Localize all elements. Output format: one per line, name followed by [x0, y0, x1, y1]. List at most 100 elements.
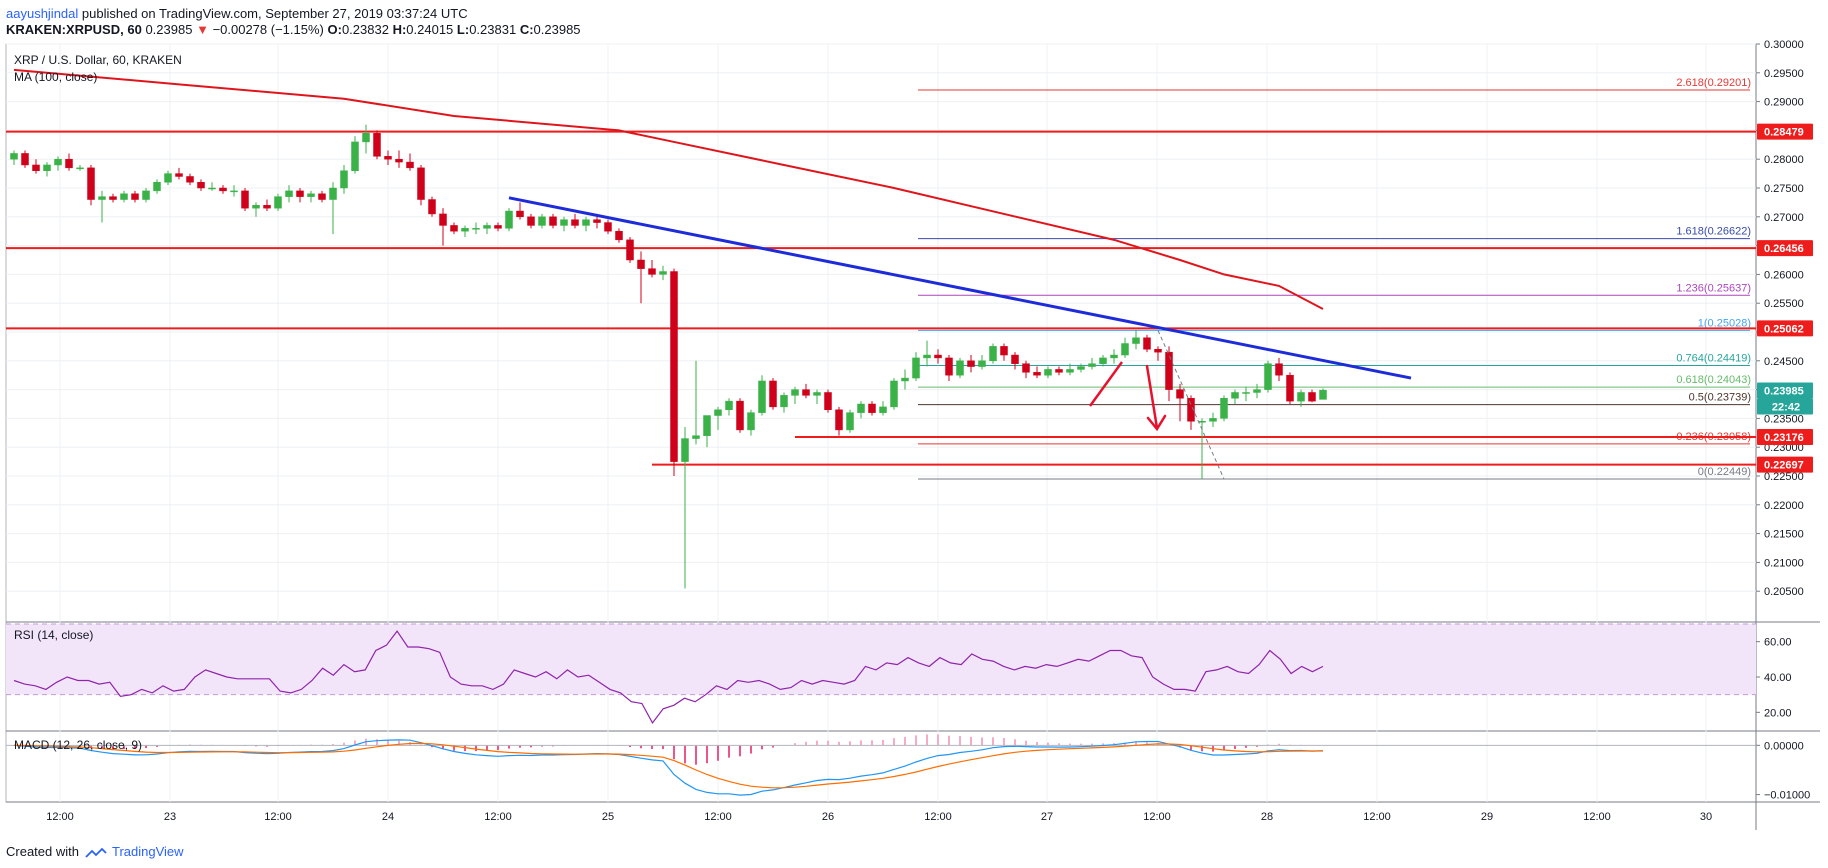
- candle-body: [890, 380, 898, 408]
- candle-body: [978, 360, 986, 367]
- price-label-tag: [1757, 429, 1813, 446]
- footer: Created with TradingView: [6, 844, 184, 859]
- y-tick-label: 0.26000: [1764, 269, 1804, 281]
- countdown-tag: [1757, 398, 1813, 415]
- candle-body: [21, 153, 29, 166]
- candle-body: [1143, 337, 1151, 350]
- candle-body: [1176, 389, 1184, 399]
- x-tick-label: 24: [382, 811, 394, 823]
- downside-arrow-icon: [1145, 364, 1167, 432]
- candle-body: [395, 158, 403, 163]
- candle-body: [175, 173, 183, 177]
- candle-body: [494, 225, 502, 229]
- candle-body: [1033, 372, 1041, 376]
- rsi-legend: RSI (14, close): [14, 628, 93, 642]
- candle-body: [593, 219, 601, 223]
- candle-body: [197, 181, 205, 189]
- candle-body: [505, 210, 513, 229]
- candle-body: [934, 354, 942, 359]
- price-label-value: 0.25062: [1764, 323, 1804, 335]
- candle-body: [571, 219, 579, 226]
- candle-body: [384, 156, 392, 160]
- candle-body: [351, 141, 359, 171]
- candle-body: [153, 181, 161, 192]
- candle-body: [54, 158, 62, 166]
- author-link[interactable]: aayushjindal: [6, 6, 79, 21]
- low-label: L:: [456, 22, 470, 37]
- fib-level-label: 0.618(0.24043): [1676, 374, 1751, 386]
- x-tick-label: 12:00: [704, 811, 732, 823]
- break-attempt-arrow-icon: [1088, 361, 1124, 407]
- x-tick-label: 27: [1041, 811, 1053, 823]
- rsi-y-tick-label: 20.00: [1764, 707, 1792, 719]
- candle-body: [142, 190, 150, 200]
- ma100-line: [13, 68, 1324, 310]
- candle-body: [10, 153, 18, 160]
- candle-body: [549, 216, 557, 226]
- fib-level-label: 2.618(0.29201): [1676, 77, 1751, 89]
- candle-body: [637, 259, 645, 269]
- candle-body: [252, 205, 260, 209]
- candle-body: [1264, 363, 1272, 390]
- candle-body: [703, 415, 711, 436]
- candle-body: [340, 170, 348, 189]
- tradingview-brand[interactable]: TradingView: [112, 844, 184, 859]
- candle-body: [1099, 357, 1107, 364]
- candle-body: [1132, 337, 1140, 344]
- candle-body: [373, 133, 381, 157]
- price-label-value: 0.22697: [1764, 460, 1804, 472]
- candle-body: [1297, 392, 1305, 402]
- candle-body: [428, 199, 436, 215]
- candle-body: [263, 205, 271, 209]
- candle-body: [274, 196, 282, 209]
- candle-body: [945, 357, 953, 376]
- high-value: 0.24015: [406, 22, 454, 37]
- y-tick-label: 0.29500: [1764, 68, 1804, 80]
- candle-body: [1220, 397, 1228, 419]
- countdown-value: 22:42: [1772, 401, 1800, 413]
- price-label-tag: [1757, 240, 1813, 257]
- created-with-text: Created with: [6, 844, 79, 859]
- symbol-label: KRAKEN:XRPUSD, 60: [6, 22, 142, 37]
- candle-body: [868, 403, 876, 413]
- candle-body: [923, 354, 931, 359]
- rsi-y-tick-label: 60.00: [1764, 637, 1792, 649]
- y-tick-label: 0.27500: [1764, 183, 1804, 195]
- price-change: −0.00278 (−1.15%): [212, 22, 324, 37]
- chart-canvas[interactable]: 12:00 23 12:00 24 12:00 25 12:00 26 12:00 27 12:00…: [0, 0, 1828, 840]
- candle-body: [329, 187, 337, 200]
- candle-body: [406, 161, 414, 169]
- x-tick-label: 25: [602, 811, 614, 823]
- y-tick-label: 0.20500: [1764, 586, 1804, 598]
- candle-body: [1022, 363, 1030, 373]
- open-value: 0.23832: [341, 22, 389, 37]
- candle-body: [318, 193, 326, 200]
- candle-body: [1000, 346, 1008, 356]
- x-tick-label: 12:00: [46, 811, 74, 823]
- candle-body: [131, 193, 139, 200]
- macd-line: [13, 739, 1324, 796]
- candle-body: [186, 176, 194, 183]
- candle-body: [1044, 369, 1052, 376]
- price-label-value: 0.28479: [1764, 127, 1804, 139]
- candle-body: [1121, 343, 1129, 356]
- candle-body: [780, 395, 788, 408]
- candle-body: [1209, 418, 1217, 422]
- candle-body: [1253, 389, 1261, 393]
- candle-body: [1319, 389, 1327, 400]
- x-tick-label: 12:00: [1363, 811, 1391, 823]
- macd-legend: MACD (12, 26, close, 9): [14, 738, 142, 752]
- candle-body: [285, 190, 293, 197]
- price-label-value: 0.23176: [1764, 432, 1804, 444]
- candle-body: [736, 400, 744, 431]
- candle-body: [879, 406, 887, 413]
- y-tick-label: 0.29000: [1764, 97, 1804, 109]
- candle-body: [164, 173, 172, 183]
- x-tick-label: 30: [1700, 811, 1712, 823]
- macd-y-tick-label: 0.00000: [1764, 740, 1804, 752]
- fib-anchor-connector: [1157, 330, 1225, 480]
- fib-level-label: 1(0.25028): [1698, 317, 1751, 329]
- fib-level-label: 0.5(0.23739): [1689, 392, 1751, 404]
- candle-body: [582, 219, 590, 226]
- candle-body: [791, 389, 799, 396]
